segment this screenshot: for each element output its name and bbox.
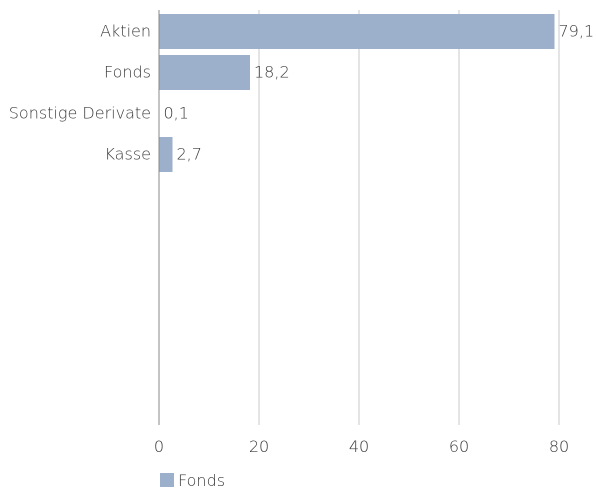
x-tick-label: 80 — [549, 437, 569, 456]
gridlines — [258, 10, 560, 425]
bar-aktien — [159, 14, 555, 49]
bars: 79,1 18,2 0,1 2,7 — [159, 14, 594, 172]
legend-swatch — [160, 473, 174, 487]
bar-fonds — [159, 55, 250, 90]
data-label: 2,7 — [177, 145, 202, 164]
category-label: Aktien — [100, 22, 151, 41]
category-label: Sonstige Derivate — [9, 104, 151, 123]
x-tick-label: 60 — [449, 437, 469, 456]
bar-kasse — [159, 137, 173, 172]
category-label: Fonds — [104, 63, 151, 82]
data-label: 18,2 — [254, 63, 290, 82]
x-tick-label: 40 — [349, 437, 369, 456]
axes: 0 20 40 60 80 Aktien Fonds Sonstige Derivate Kas… — [9, 10, 569, 456]
x-tick-label: 20 — [249, 437, 269, 456]
legend-label: Fonds — [178, 471, 225, 490]
legend: Fonds — [160, 471, 225, 490]
data-label: 79,1 — [559, 22, 595, 41]
category-label: Kasse — [104, 145, 151, 164]
x-tick-label: 0 — [154, 437, 164, 456]
data-label: 0,1 — [164, 104, 189, 123]
